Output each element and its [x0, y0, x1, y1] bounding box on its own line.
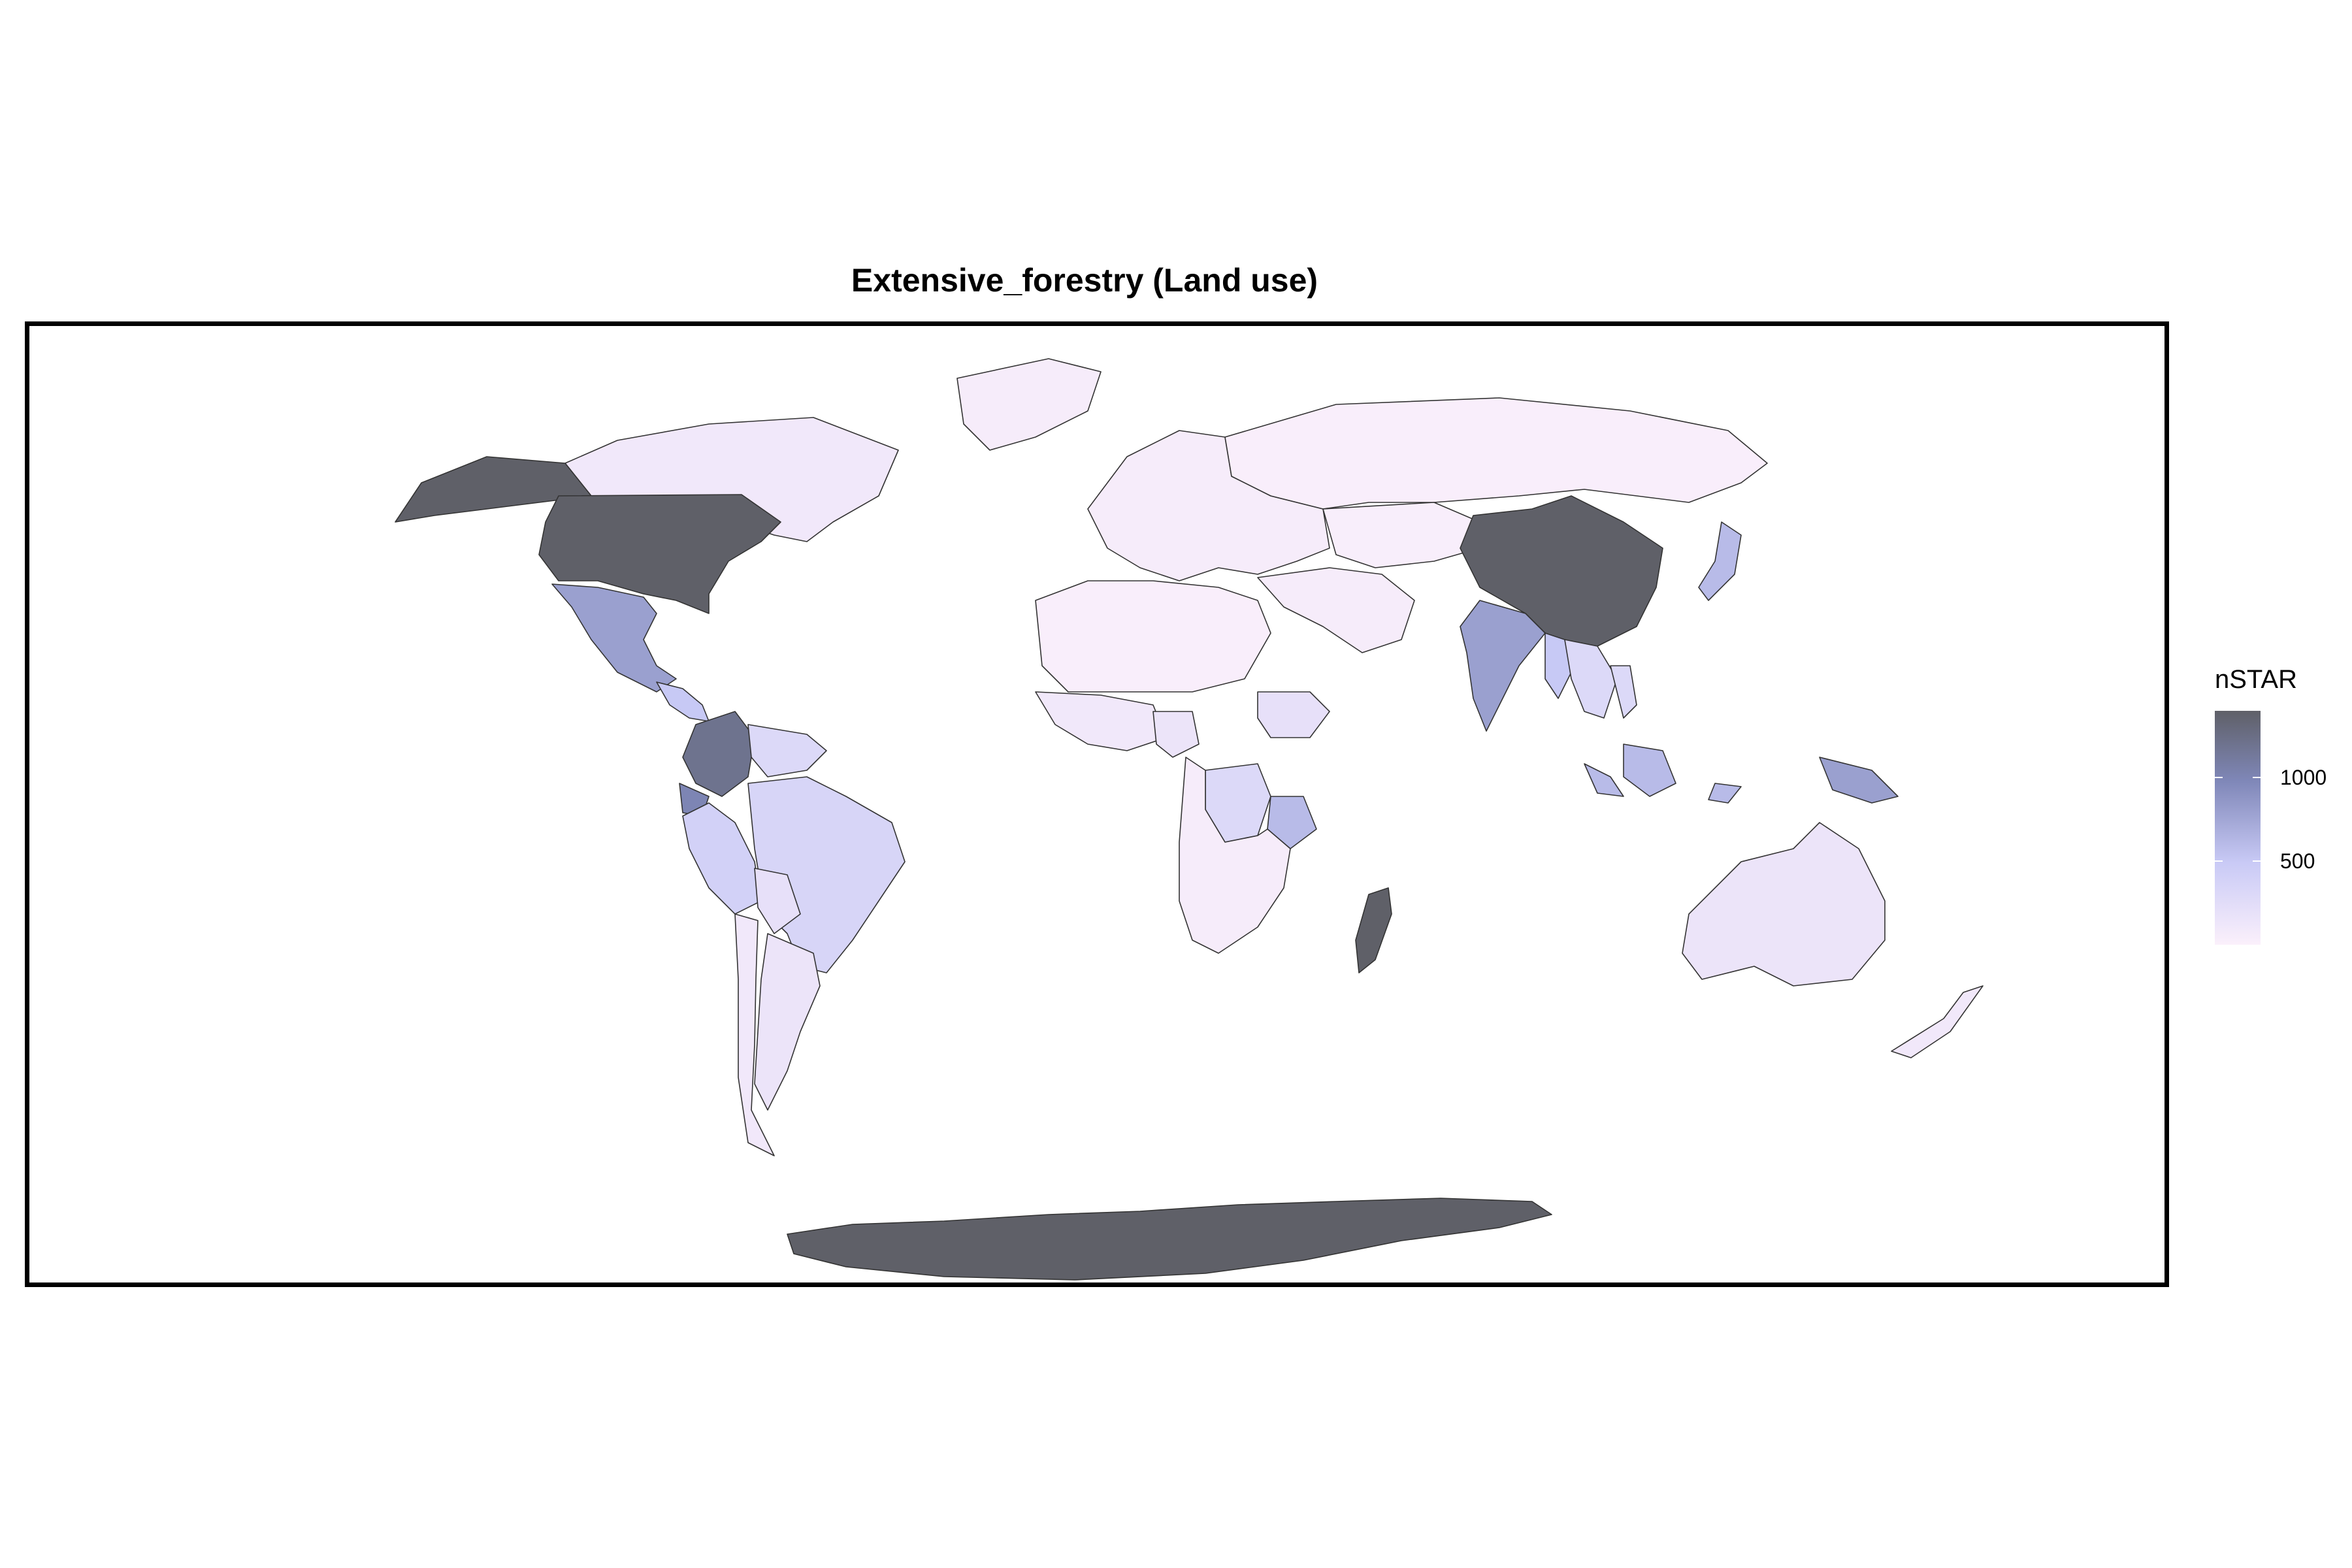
region-southeast-asia: [1610, 665, 1637, 719]
region-venezuela: [747, 724, 827, 777]
region-middle-east: [1257, 567, 1415, 653]
region-papua-new-guinea: [1819, 757, 1899, 804]
region-usa: [538, 494, 781, 614]
region-bolivia: [754, 868, 801, 934]
region-antarctica: [787, 1198, 1552, 1281]
region-alaska-usa: [395, 456, 592, 523]
map-panel: [25, 321, 2169, 1287]
legend-title: nSTAR: [2215, 665, 2297, 694]
region-europe: [1087, 430, 1330, 581]
region-colombia: [682, 711, 755, 797]
region-chile: [734, 913, 775, 1156]
region-indonesia: [1623, 743, 1676, 797]
region-japan: [1698, 521, 1742, 601]
region-southeast-asia: [1564, 639, 1618, 719]
region-india: [1460, 600, 1546, 732]
region-central-asia: [1322, 502, 1480, 568]
region-central-america: [656, 681, 710, 722]
region-peru: [682, 802, 762, 915]
region-nigeria: [1152, 711, 1200, 758]
region-southern-africa: [1179, 757, 1291, 954]
world-map: [395, 358, 1984, 1281]
region-ethiopia: [1257, 691, 1330, 738]
region-russia: [1224, 397, 1768, 510]
region-myanmar: [1544, 632, 1572, 699]
legend-label-1000: 1000: [2280, 766, 2327, 790]
region-west-africa: [1035, 691, 1167, 751]
region-indonesia: [1708, 783, 1742, 804]
region-tanzania: [1267, 796, 1317, 849]
region-mexico: [551, 583, 677, 693]
region-china: [1460, 495, 1663, 647]
legend-label-500: 500: [2280, 849, 2315, 874]
region-australia: [1682, 822, 1886, 987]
region-new-zealand: [1891, 985, 1984, 1058]
map-title: Extensive_forestry (Land use): [851, 262, 1318, 299]
region-greenland: [956, 358, 1102, 451]
region-argentina: [754, 933, 821, 1111]
region-north-africa: [1035, 580, 1271, 693]
legend-colorbar: [2215, 711, 2261, 945]
region-indonesia: [1584, 763, 1624, 797]
region-madagascar: [1355, 887, 1392, 973]
